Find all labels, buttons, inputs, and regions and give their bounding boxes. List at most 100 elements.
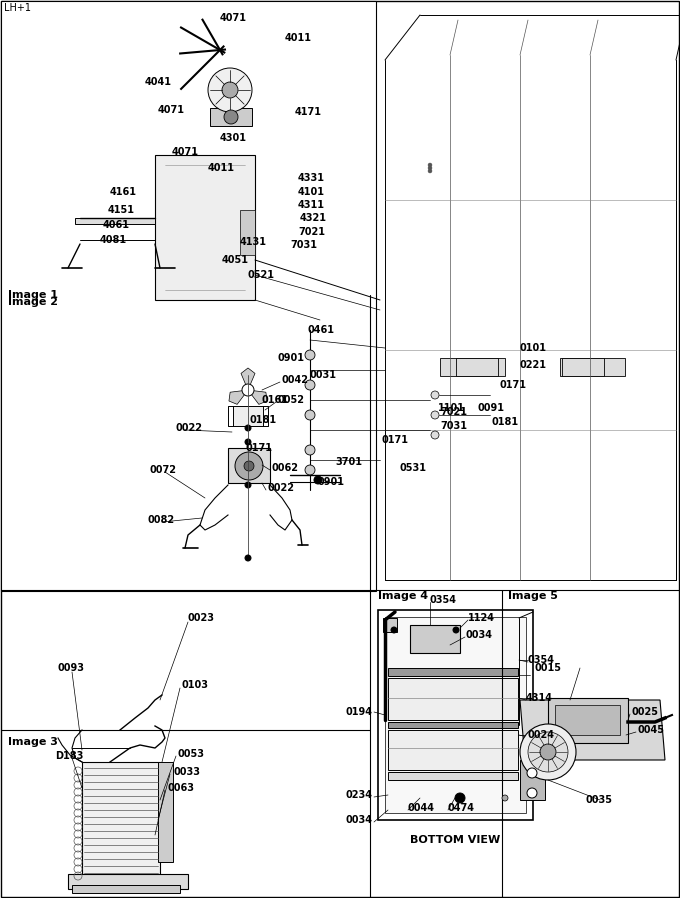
Text: Image 1: Image 1 bbox=[8, 290, 58, 300]
Circle shape bbox=[428, 163, 432, 167]
Text: 4011: 4011 bbox=[208, 163, 235, 173]
Text: 1124: 1124 bbox=[468, 613, 495, 623]
Circle shape bbox=[391, 627, 397, 633]
Text: 0034: 0034 bbox=[465, 630, 492, 640]
Circle shape bbox=[527, 788, 537, 798]
Text: 4041: 4041 bbox=[145, 77, 172, 87]
Bar bbox=[233, 406, 263, 426]
Text: 4071: 4071 bbox=[158, 105, 185, 115]
Text: 0093: 0093 bbox=[58, 663, 85, 673]
Text: 0052: 0052 bbox=[278, 395, 305, 405]
Text: 7031: 7031 bbox=[440, 421, 467, 431]
Text: 0901: 0901 bbox=[278, 353, 305, 363]
Polygon shape bbox=[229, 390, 248, 404]
Text: 0103: 0103 bbox=[182, 680, 209, 690]
Bar bbox=[155, 155, 255, 300]
Text: 0072: 0072 bbox=[150, 465, 177, 475]
Bar bbox=[75, 218, 155, 224]
Text: 4101: 4101 bbox=[298, 187, 325, 197]
Text: 0082: 0082 bbox=[148, 515, 175, 525]
Text: Image 2: Image 2 bbox=[8, 297, 58, 307]
Bar bbox=[72, 885, 180, 893]
Bar bbox=[520, 760, 545, 800]
Circle shape bbox=[244, 461, 254, 471]
Circle shape bbox=[453, 627, 459, 633]
Text: 0025: 0025 bbox=[632, 707, 659, 717]
Text: 0901: 0901 bbox=[318, 477, 345, 487]
Circle shape bbox=[455, 793, 465, 803]
Circle shape bbox=[208, 68, 252, 112]
Circle shape bbox=[245, 482, 251, 488]
Bar bbox=[456, 358, 498, 376]
Circle shape bbox=[305, 465, 315, 475]
Text: 7031: 7031 bbox=[290, 240, 317, 250]
Bar bbox=[388, 730, 518, 770]
Bar bbox=[158, 762, 173, 862]
Text: 0023: 0023 bbox=[188, 613, 215, 623]
Text: 0031: 0031 bbox=[310, 370, 337, 380]
Circle shape bbox=[527, 768, 537, 778]
Bar bbox=[560, 358, 625, 376]
Bar bbox=[1, 1, 376, 591]
Circle shape bbox=[242, 384, 254, 396]
Circle shape bbox=[305, 350, 315, 360]
Text: 4331: 4331 bbox=[298, 173, 325, 183]
Text: 0171: 0171 bbox=[500, 380, 527, 390]
Circle shape bbox=[528, 732, 568, 772]
Text: 0221: 0221 bbox=[520, 360, 547, 370]
Text: 4131: 4131 bbox=[240, 237, 267, 247]
Text: 0101: 0101 bbox=[520, 343, 547, 353]
Bar bbox=[388, 722, 518, 728]
Bar bbox=[68, 874, 188, 889]
Text: 0461: 0461 bbox=[308, 325, 335, 335]
Circle shape bbox=[245, 439, 251, 445]
Circle shape bbox=[431, 431, 439, 439]
Text: 4161: 4161 bbox=[110, 187, 137, 197]
Bar bbox=[388, 678, 518, 720]
Circle shape bbox=[245, 425, 251, 431]
Text: 0354: 0354 bbox=[528, 655, 555, 665]
Polygon shape bbox=[520, 700, 665, 760]
Bar bbox=[562, 358, 604, 376]
Text: 4061: 4061 bbox=[103, 220, 130, 230]
Text: 7021: 7021 bbox=[298, 227, 325, 237]
Text: 0354: 0354 bbox=[430, 595, 457, 605]
Text: 0015: 0015 bbox=[534, 663, 562, 673]
Text: 0044: 0044 bbox=[408, 803, 435, 813]
Text: 0024: 0024 bbox=[528, 730, 555, 740]
Text: 0194: 0194 bbox=[345, 707, 372, 717]
Text: 0091: 0091 bbox=[478, 403, 505, 413]
Text: 4321: 4321 bbox=[300, 213, 327, 223]
Text: 4051: 4051 bbox=[222, 255, 249, 265]
Bar bbox=[240, 210, 255, 255]
Circle shape bbox=[305, 410, 315, 420]
Text: 0474: 0474 bbox=[448, 803, 475, 813]
Bar bbox=[388, 668, 518, 676]
Text: 4311: 4311 bbox=[298, 200, 325, 210]
Text: Image 5: Image 5 bbox=[508, 591, 558, 601]
Polygon shape bbox=[248, 390, 267, 404]
Text: 0181: 0181 bbox=[250, 415, 277, 425]
Bar bbox=[210, 108, 252, 126]
Text: 0035: 0035 bbox=[585, 795, 612, 805]
Text: 0034: 0034 bbox=[345, 815, 372, 825]
Circle shape bbox=[314, 476, 322, 484]
Text: 0234: 0234 bbox=[345, 790, 372, 800]
Circle shape bbox=[222, 82, 238, 98]
Bar bbox=[228, 448, 270, 483]
Text: 4081: 4081 bbox=[100, 235, 127, 245]
Text: 0022: 0022 bbox=[268, 483, 295, 493]
Bar bbox=[383, 618, 397, 632]
Text: 0171: 0171 bbox=[245, 443, 272, 453]
Bar bbox=[548, 698, 628, 743]
Bar bbox=[378, 610, 533, 820]
Text: 0045: 0045 bbox=[638, 725, 665, 735]
Circle shape bbox=[428, 166, 432, 170]
Text: 4171: 4171 bbox=[295, 107, 322, 117]
Text: Image 4: Image 4 bbox=[378, 591, 428, 601]
Text: D183: D183 bbox=[55, 751, 84, 761]
Text: 3701: 3701 bbox=[335, 457, 362, 467]
Circle shape bbox=[428, 169, 432, 173]
Circle shape bbox=[431, 411, 439, 419]
Circle shape bbox=[540, 744, 556, 760]
